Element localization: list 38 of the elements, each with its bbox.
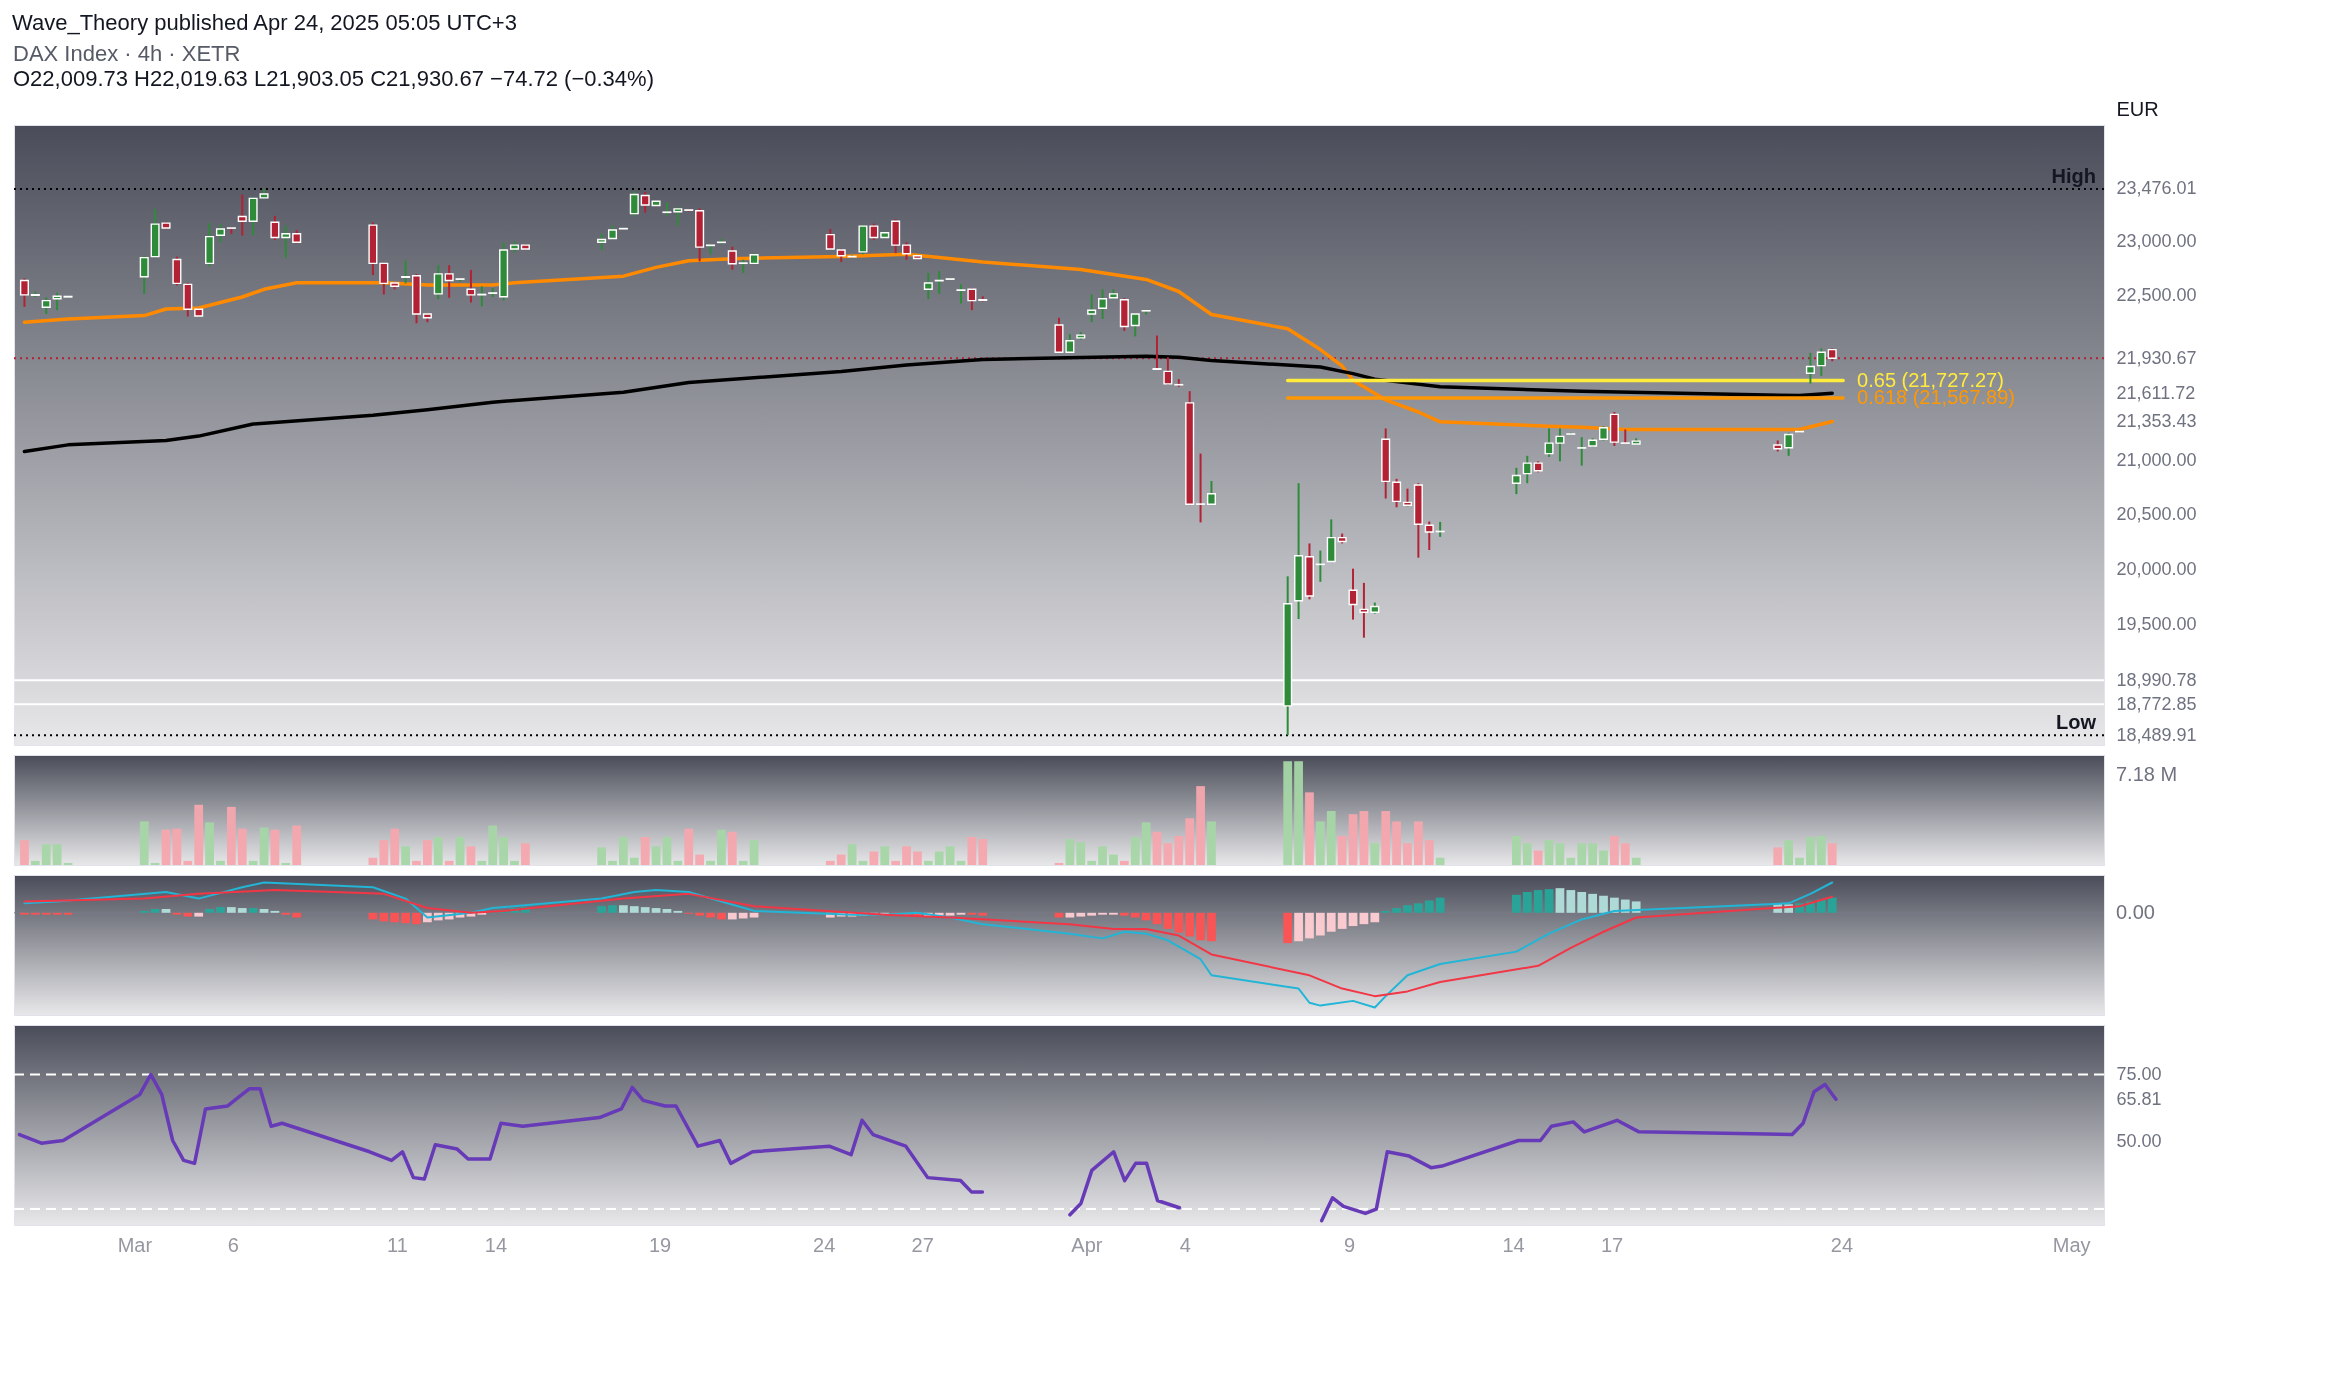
- chart-subtitle: O22,009.73 H22,019.63 L21,903.05 C21,930.67 −74.72 (−0.34%): [13, 66, 654, 91]
- x-tick-label: Mar: [117, 1233, 153, 1256]
- y-tick-label: 21,930.67: [2116, 347, 2197, 368]
- x-tick-label: 6: [227, 1233, 239, 1256]
- y-axis-title: EUR: [2116, 97, 2159, 120]
- y-tick-label: 21,353.43: [2116, 410, 2197, 431]
- x-tick-label: 14: [1502, 1233, 1525, 1256]
- y-tick-label: 21,000.00: [2116, 449, 2197, 470]
- text: Wave_Theory published Apr 24, 2025 05:05 UTC+3: [12, 9, 518, 37]
- y-tick-label: 18,772.85: [2116, 693, 2197, 714]
- y-tick-label: 19,500.00: [2116, 614, 2197, 635]
- x-tick-label: 27: [911, 1233, 934, 1256]
- y-tick-label: 20,500.00: [2116, 504, 2197, 525]
- y-tick-label: 75.00: [2116, 1064, 2162, 1085]
- x-tick-label: 4: [1179, 1233, 1191, 1256]
- y-tick-label: 23,000.00: [2116, 230, 2197, 251]
- x-tick-label: 11: [387, 1233, 408, 1256]
- x-tick-label: 24: [1830, 1233, 1854, 1256]
- x-tick-label: Apr: [1071, 1233, 1103, 1256]
- y-tick-label: 23,476.01: [2116, 178, 2197, 199]
- y-tick-label: 18,990.78: [2116, 669, 2197, 690]
- chart-title: DAX Index · 4h · XETR: [13, 41, 241, 66]
- y-tick-label: 21,611.72: [2116, 382, 2196, 403]
- x-tick-label: May: [2052, 1233, 2091, 1256]
- y-tick-label: 65.81: [2116, 1088, 2162, 1109]
- y-tick-label: 20,000.00: [2116, 559, 2197, 580]
- x-tick-label: 24: [813, 1233, 836, 1256]
- ref-line-label: Low: [2056, 711, 2097, 734]
- ref-line-label: High: [2051, 164, 2096, 187]
- y-tick-label: 18,489.91: [2116, 724, 2197, 745]
- y-tick-label: 22,500.00: [2116, 285, 2197, 306]
- text: 0.00: [2116, 900, 2155, 923]
- text: 7.18 M: [2116, 763, 2178, 785]
- x-tick-label: 9: [1343, 1233, 1356, 1256]
- x-tick-label: 14: [484, 1233, 508, 1256]
- x-tick-label: 17: [1600, 1233, 1624, 1256]
- y-tick-label: 50.00: [2116, 1131, 2162, 1152]
- x-tick-label: 19: [648, 1233, 672, 1256]
